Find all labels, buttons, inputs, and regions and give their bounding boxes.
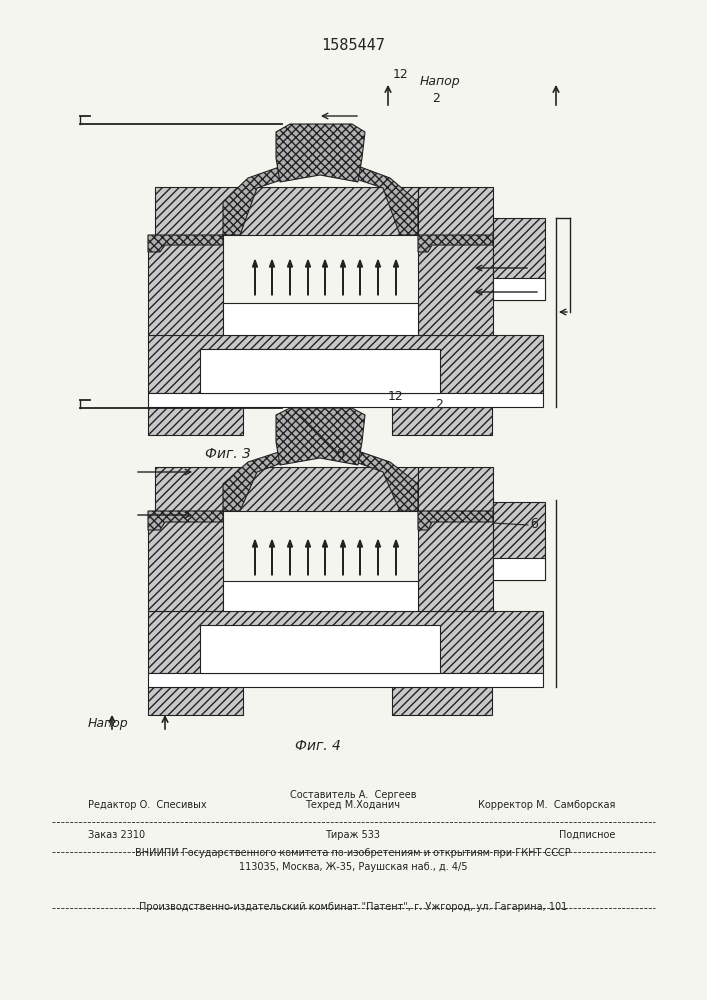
FancyArrow shape <box>269 260 274 295</box>
Bar <box>148 407 243 435</box>
Polygon shape <box>418 511 493 530</box>
Text: 12: 12 <box>393 68 409 81</box>
Bar <box>418 511 493 611</box>
FancyArrow shape <box>358 540 363 575</box>
Bar <box>418 467 493 511</box>
Polygon shape <box>223 445 418 511</box>
FancyArrow shape <box>341 540 346 575</box>
Text: Фиг. 3: Фиг. 3 <box>205 447 251 461</box>
Bar <box>148 511 223 611</box>
Bar <box>155 467 418 511</box>
Bar <box>148 235 223 335</box>
FancyArrow shape <box>252 260 257 295</box>
Bar <box>493 558 545 580</box>
Bar <box>223 581 418 611</box>
Polygon shape <box>148 235 223 252</box>
Bar <box>392 687 492 715</box>
Text: 12: 12 <box>388 390 404 403</box>
FancyArrow shape <box>322 260 327 295</box>
Polygon shape <box>418 235 493 252</box>
Text: б: б <box>336 448 344 461</box>
Text: Напор: Напор <box>88 717 129 730</box>
Text: Подписное: Подписное <box>559 830 615 840</box>
Polygon shape <box>223 160 418 235</box>
Bar <box>200 349 440 393</box>
FancyArrow shape <box>305 260 310 295</box>
Bar <box>148 335 543 393</box>
Bar <box>493 278 545 300</box>
Text: ВНИИПИ Государственного комитета по изобретениям и открытиям при ГКНТ СССР: ВНИИПИ Государственного комитета по изоб… <box>135 848 571 858</box>
Text: Техред М.Ходанич: Техред М.Ходанич <box>305 800 400 810</box>
Text: Тираж 533: Тираж 533 <box>325 830 380 840</box>
FancyArrow shape <box>269 540 274 575</box>
FancyArrow shape <box>252 540 257 575</box>
Text: б: б <box>530 518 538 531</box>
Bar <box>392 407 492 435</box>
FancyArrow shape <box>322 540 327 575</box>
Text: Напор: Напор <box>420 75 461 88</box>
Bar <box>493 218 545 300</box>
Bar <box>418 187 493 235</box>
Text: Производственно-издательский комбинат "Патент", г. Ужгород, ул. Гагарина, 101: Производственно-издательский комбинат "П… <box>139 902 567 912</box>
FancyArrow shape <box>394 260 399 295</box>
FancyArrow shape <box>305 540 310 575</box>
Bar <box>148 673 543 687</box>
Bar <box>493 502 545 580</box>
Text: Фиг. 4: Фиг. 4 <box>295 739 341 753</box>
FancyArrow shape <box>375 540 380 575</box>
Bar <box>418 235 493 335</box>
Polygon shape <box>276 408 365 465</box>
Text: Составитель А.  Сергеев: Составитель А. Сергеев <box>290 790 416 800</box>
Polygon shape <box>276 124 365 182</box>
Bar <box>148 393 543 407</box>
Bar <box>148 611 543 673</box>
Text: 2: 2 <box>432 92 440 105</box>
Bar <box>200 625 440 673</box>
Bar <box>155 187 418 235</box>
Text: Корректор М.  Самборская: Корректор М. Самборская <box>478 800 615 810</box>
FancyArrow shape <box>341 260 346 295</box>
Bar <box>223 303 418 335</box>
Text: 113035, Москва, Ж-35, Раушская наб., д. 4/5: 113035, Москва, Ж-35, Раушская наб., д. … <box>239 862 467 872</box>
Text: Редактор О.  Спесивых: Редактор О. Спесивых <box>88 800 206 810</box>
FancyArrow shape <box>394 540 399 575</box>
Text: 2: 2 <box>435 398 443 411</box>
Polygon shape <box>148 511 223 530</box>
Text: 1585447: 1585447 <box>321 38 385 53</box>
Bar <box>148 687 243 715</box>
FancyArrow shape <box>288 260 293 295</box>
FancyArrow shape <box>358 260 363 295</box>
FancyArrow shape <box>375 260 380 295</box>
FancyArrow shape <box>288 540 293 575</box>
Text: Заказ 2310: Заказ 2310 <box>88 830 145 840</box>
